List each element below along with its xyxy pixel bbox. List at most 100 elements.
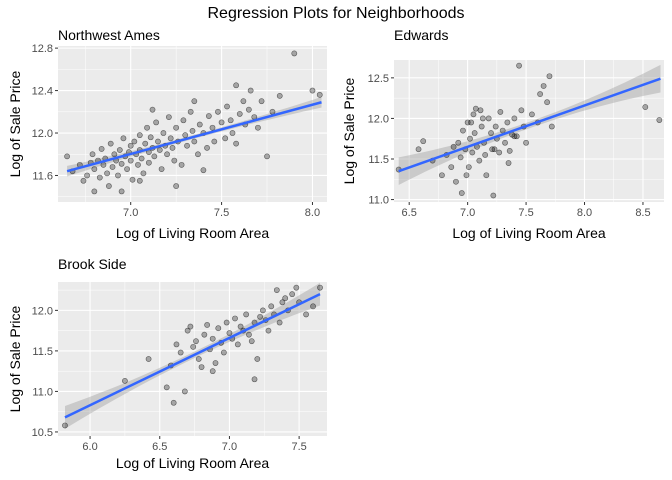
data-point — [505, 160, 512, 166]
data-point — [163, 384, 170, 391]
x-tick-label: 8.0 — [577, 207, 592, 219]
data-point — [91, 166, 98, 173]
data-point — [523, 139, 529, 146]
panel-brook-side: Brook Side 6.0 6.5 7.0 7.5 10.5 11.0 11.5 12.0 Lo… — [7, 256, 327, 471]
data-point — [144, 124, 150, 131]
data-point — [439, 172, 445, 179]
regression-line — [64, 293, 321, 419]
y-axis-label: Log of Sale Price — [7, 305, 23, 412]
data-point — [293, 284, 300, 291]
data-point — [251, 376, 258, 383]
y-axis-label: Log of Sale Price — [341, 77, 357, 184]
y-tick-label: 10.5 — [32, 427, 53, 439]
y-tick-label: 12.0 — [32, 128, 53, 140]
data-point — [237, 323, 244, 330]
data-point — [483, 172, 490, 179]
data-point — [115, 172, 121, 179]
data-point — [276, 319, 283, 326]
data-point — [215, 325, 222, 332]
data-point — [257, 313, 263, 320]
data-point — [91, 188, 98, 195]
y-tick-label: 12.8 — [32, 43, 53, 55]
x-tick-label: 7.0 — [123, 207, 138, 219]
data-point — [656, 117, 663, 123]
data-point — [269, 108, 276, 115]
data-point — [195, 151, 201, 158]
x-axis-label: Log of Living Room Area — [116, 225, 270, 241]
data-point — [479, 115, 486, 122]
data-point — [497, 109, 504, 115]
data-point — [247, 87, 254, 94]
x-axis-label: Log of Living Room Area — [116, 455, 270, 471]
data-layer — [395, 62, 663, 199]
data-point — [232, 315, 238, 322]
data-point — [467, 135, 473, 142]
data-point — [310, 303, 316, 310]
data-point — [105, 183, 112, 189]
data-point — [118, 160, 125, 167]
data-point — [212, 360, 219, 366]
data-point — [160, 130, 167, 136]
data-point — [504, 119, 511, 126]
y-tick-label: 11.5 — [32, 346, 53, 358]
y-tick-label: 12.0 — [368, 113, 389, 125]
data-point — [96, 174, 103, 181]
x-tick-label: 8.0 — [305, 207, 320, 219]
y-tick-label: 12.5 — [368, 73, 389, 85]
data-point — [502, 139, 508, 146]
data-point — [499, 127, 506, 134]
data-point — [171, 157, 178, 164]
data-point — [153, 119, 160, 126]
data-point — [165, 114, 172, 121]
data-point — [245, 106, 252, 113]
data-point — [209, 124, 216, 131]
data-point — [448, 164, 455, 171]
data-point — [243, 311, 250, 318]
data-point — [118, 188, 125, 195]
data-point — [309, 87, 316, 94]
data-point — [62, 422, 68, 429]
data-point — [200, 167, 207, 174]
data-point — [472, 105, 479, 112]
data-point — [149, 106, 156, 113]
data-point — [116, 147, 123, 153]
data-point — [220, 349, 227, 356]
data-point — [187, 323, 194, 330]
y-tick-label: 11.0 — [32, 386, 53, 398]
data-point — [546, 73, 553, 80]
data-point — [98, 146, 105, 152]
data-point — [229, 130, 236, 136]
data-point — [167, 135, 174, 142]
data-point — [211, 138, 218, 145]
x-tick-label: 6.0 — [82, 441, 97, 453]
data-point — [193, 338, 199, 345]
data-point — [264, 153, 270, 160]
data-point — [548, 123, 555, 130]
data-point — [642, 104, 649, 110]
y-tick-label: 11.0 — [368, 195, 389, 207]
data-point — [518, 107, 525, 114]
data-point — [198, 364, 205, 371]
x-tick-label: 7.5 — [214, 207, 229, 219]
data-point — [151, 153, 158, 160]
data-point — [511, 115, 518, 122]
data-point — [469, 149, 476, 156]
plot-background — [394, 60, 664, 202]
data-point — [127, 142, 134, 149]
data-point — [127, 157, 134, 164]
data-point — [131, 138, 138, 145]
data-point — [169, 144, 176, 151]
panel-northwest-ames: Northwest Ames 7.0 7.5 8.0 11.6 12.0 12.4 12.8 L… — [7, 27, 327, 241]
data-point — [184, 142, 190, 149]
y-axis-label: Log of Sale Price — [7, 70, 23, 177]
data-point — [236, 111, 243, 117]
data-point — [254, 356, 261, 362]
data-point — [476, 157, 483, 164]
data-point — [233, 140, 240, 147]
data-point — [223, 319, 230, 326]
data-point — [463, 172, 470, 179]
data-point — [485, 115, 492, 122]
panel-title-northwest-ames: Northwest Ames — [58, 27, 160, 43]
data-point — [458, 190, 465, 196]
